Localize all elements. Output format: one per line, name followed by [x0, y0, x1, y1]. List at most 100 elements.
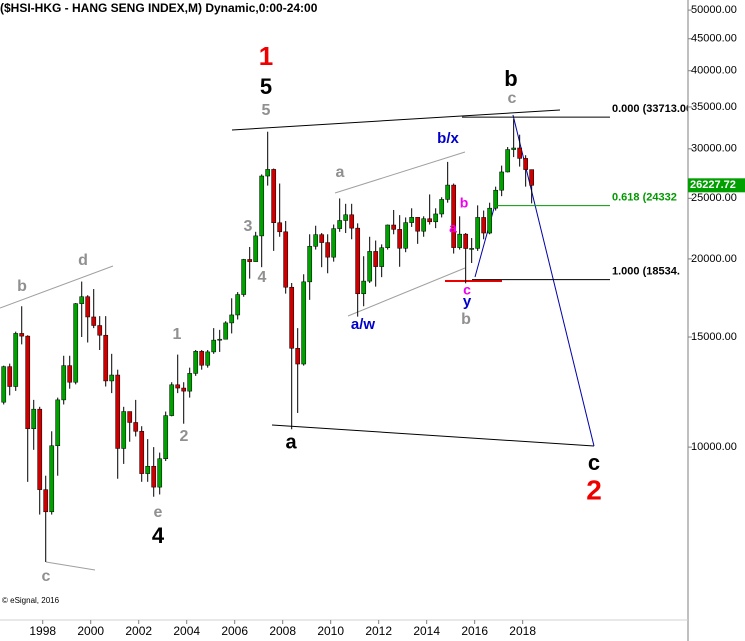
- candle-body: [187, 373, 193, 392]
- candle-body: [517, 147, 523, 159]
- x-tick-label: 2010: [317, 624, 344, 638]
- candle-body: [49, 445, 55, 513]
- trend-line: [334, 151, 466, 194]
- candle-body: [139, 431, 145, 474]
- wave-label: 4: [152, 523, 165, 548]
- candle-body: [151, 465, 157, 488]
- fib-label: 1.000 (18534.: [612, 265, 680, 277]
- candle-body: [469, 248, 475, 250]
- candle-body: [283, 231, 289, 288]
- candle-body: [487, 207, 493, 234]
- candle-body: [103, 334, 109, 382]
- candle-body: [433, 213, 439, 223]
- wave-label: 5: [260, 74, 272, 99]
- wave-label: a: [449, 220, 457, 236]
- candle-body: [265, 169, 271, 177]
- x-tick-label: 2008: [269, 624, 296, 638]
- wave-label: a: [285, 431, 297, 453]
- candle-body: [247, 259, 253, 262]
- fib-label: 0.000 (33713.00: [612, 103, 692, 115]
- candle-body: [481, 217, 487, 234]
- candle-body: [511, 147, 517, 150]
- projection-line: [474, 200, 497, 278]
- candle-body: [337, 220, 343, 229]
- projection-line: [512, 114, 595, 447]
- candle-body: [421, 218, 427, 232]
- wave-label: b/x: [437, 130, 459, 147]
- wave-label: b: [17, 278, 27, 295]
- candle-body: [121, 411, 127, 449]
- wave-label: e: [154, 504, 163, 521]
- x-tick-label: 2000: [77, 624, 104, 638]
- candle-body: [415, 217, 421, 232]
- candle-body: [67, 365, 73, 383]
- candle-body: [61, 365, 67, 401]
- x-tick-label: 2002: [125, 624, 152, 638]
- candle-body: [223, 322, 229, 340]
- y-tick-label: 20000.00: [691, 253, 737, 265]
- wave-label: c: [463, 282, 471, 298]
- candle-body: [73, 303, 79, 383]
- plot-area: 0.000 (33713.00 0.618 (24332 1.000 (18534.: [0, 103, 692, 571]
- candle-body: [493, 189, 499, 209]
- candle-body: [355, 227, 361, 295]
- copyright: © eSignal, 2016: [2, 596, 60, 605]
- y-tick-label: 25000.00: [691, 192, 737, 204]
- candle-body: [85, 296, 91, 318]
- candle-body: [427, 218, 433, 223]
- candle-body: [1, 366, 7, 403]
- candle-body: [169, 384, 175, 416]
- candle-body: [235, 294, 241, 316]
- candle-body: [205, 351, 211, 366]
- y-tick-label: 35000.00: [691, 101, 737, 113]
- candle-body: [331, 228, 337, 258]
- candle-body: [367, 251, 373, 282]
- candle-body: [475, 217, 481, 249]
- candle-body: [463, 233, 469, 249]
- candle-body: [319, 234, 325, 243]
- candle-body: [349, 214, 355, 229]
- candle-body: [157, 458, 163, 488]
- trend-line: [45, 561, 96, 571]
- candle-body: [211, 339, 217, 353]
- candle-body: [289, 286, 295, 349]
- wave-label: 5: [262, 102, 271, 119]
- candle-body: [19, 333, 25, 337]
- candle-body: [451, 184, 457, 248]
- candle-body: [133, 422, 139, 432]
- wave-label: b: [460, 195, 469, 211]
- candle-body: [301, 281, 307, 365]
- wave-label: d: [78, 252, 88, 269]
- candle-body: [361, 280, 367, 295]
- candle-body: [217, 338, 223, 341]
- candle-body: [163, 415, 169, 460]
- wave-label: c: [588, 450, 600, 475]
- candle-body: [373, 251, 379, 267]
- candle-body: [457, 233, 463, 248]
- chart-title: ($HSI-HKG - HANG SENG INDEX,M) Dynamic,0…: [0, 1, 318, 15]
- wave-label: b: [461, 311, 471, 328]
- wave-label: c: [508, 90, 517, 107]
- y-tick-label: 15000.00: [691, 331, 737, 343]
- candle-body: [529, 169, 535, 186]
- candle-body: [91, 316, 97, 326]
- x-tick-label: 2016: [461, 624, 488, 638]
- candle-body: [145, 465, 151, 474]
- candle-body: [193, 351, 199, 374]
- candle-body: [31, 408, 37, 429]
- candle-body: [55, 399, 61, 447]
- wave-label: 1: [173, 326, 182, 343]
- candle-body: [97, 325, 103, 336]
- candle-body: [43, 489, 49, 513]
- candle-body: [271, 169, 277, 223]
- candle-body: [253, 235, 259, 262]
- candle-body: [505, 149, 511, 173]
- candle-body: [391, 224, 397, 230]
- last-price-box: [688, 178, 745, 193]
- candle-body: [409, 217, 415, 223]
- x-tick-label: 1998: [29, 624, 56, 638]
- candle-body: [379, 247, 385, 267]
- wave-label: a/w: [351, 316, 376, 333]
